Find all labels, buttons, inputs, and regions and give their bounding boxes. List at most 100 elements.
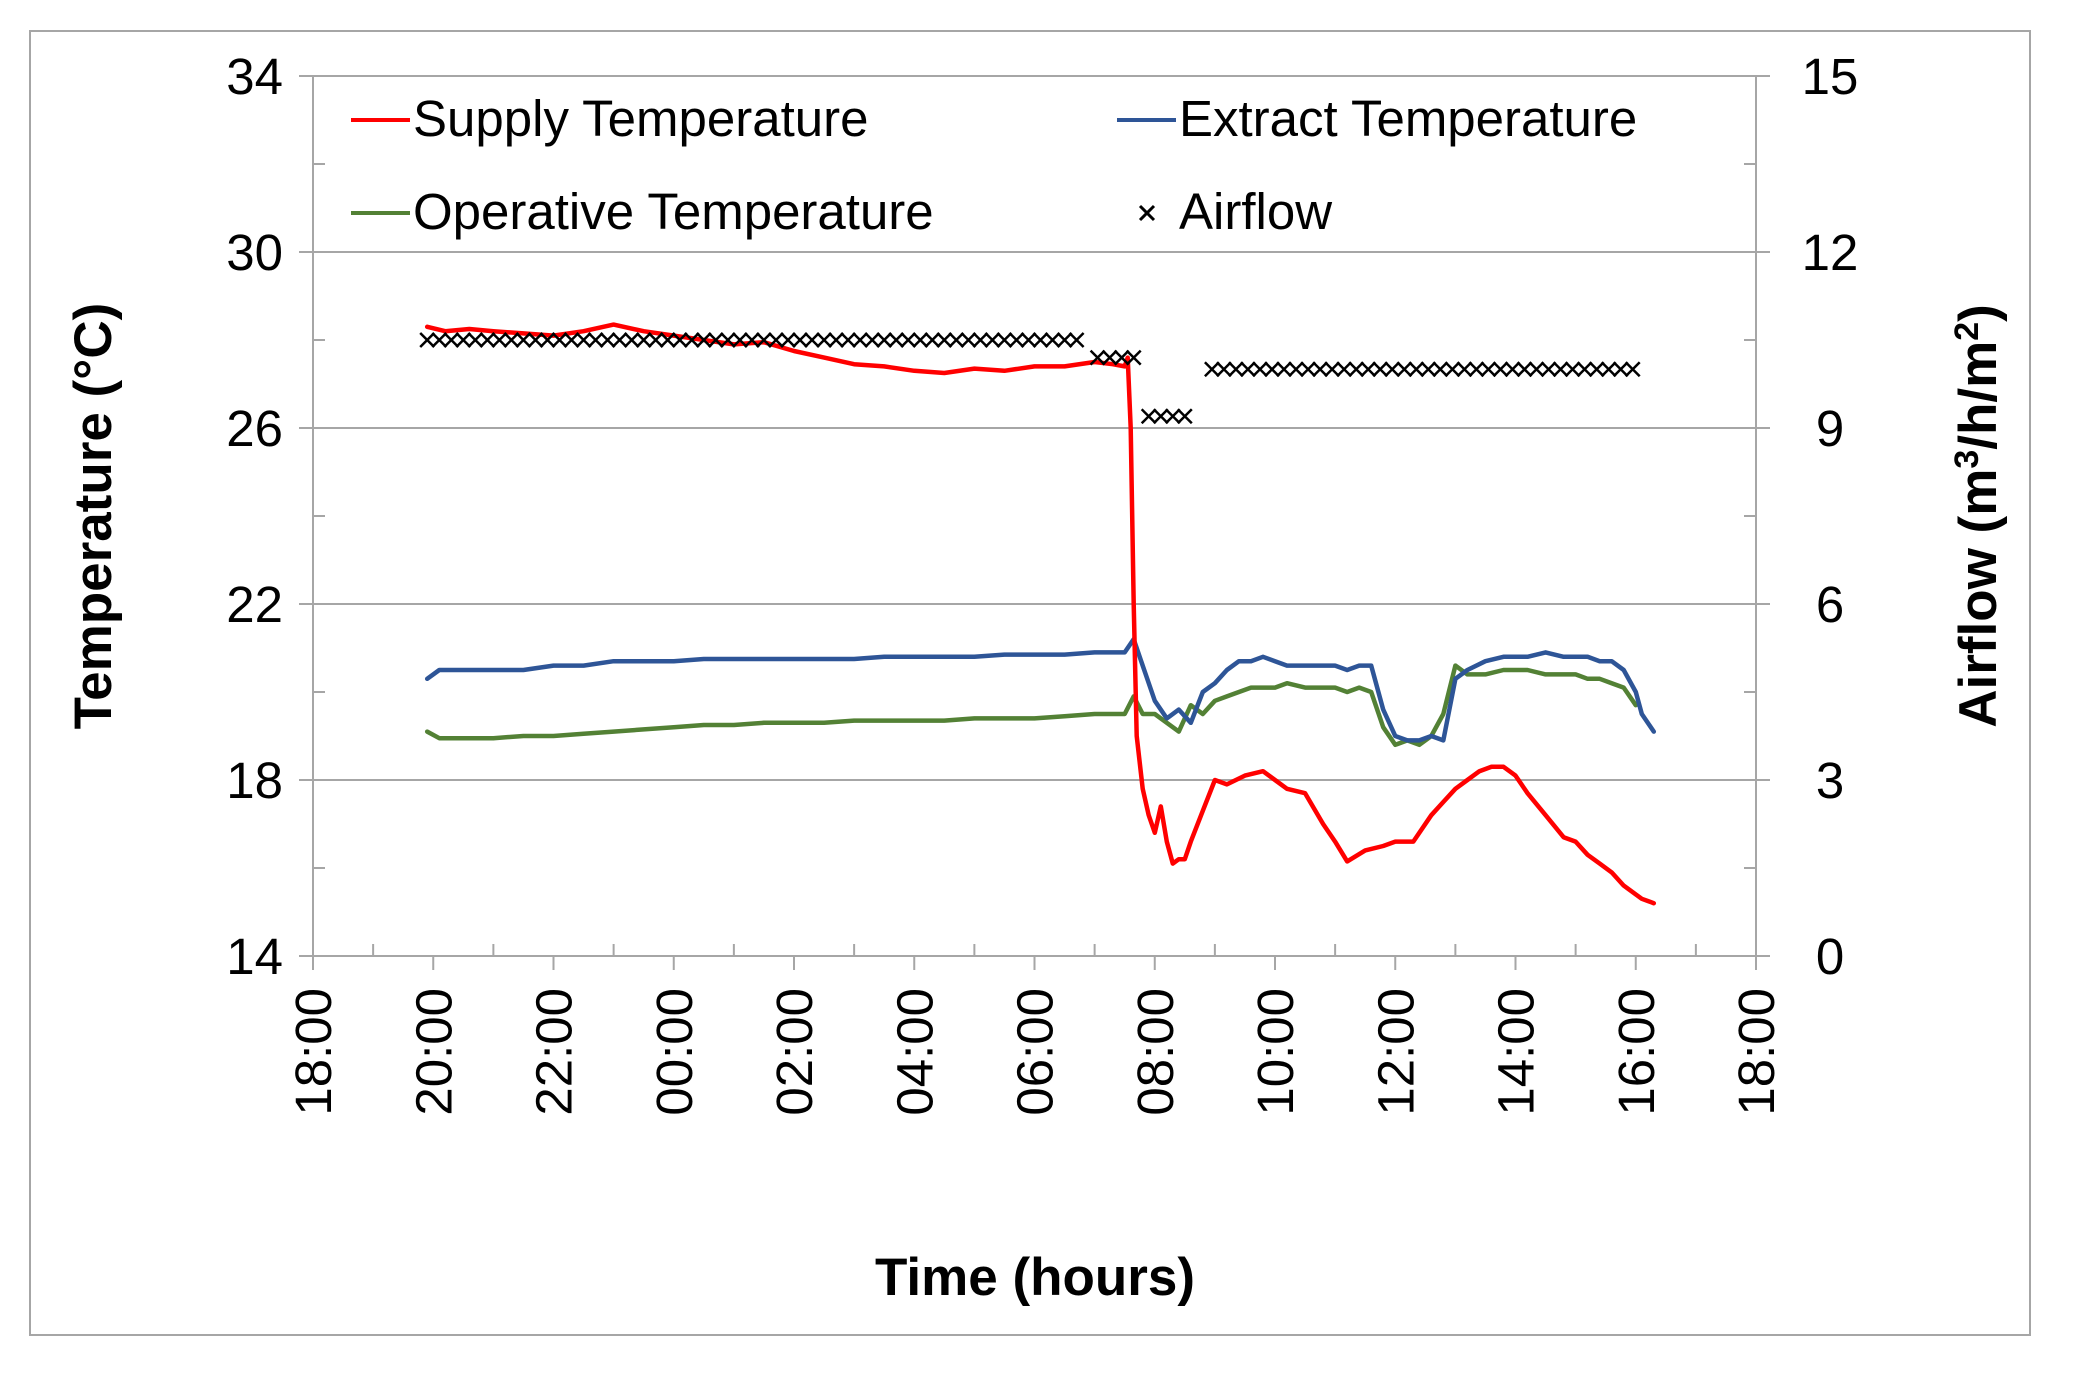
airflow-marker-stroke bbox=[539, 332, 556, 348]
airflow-marker-stroke bbox=[1564, 361, 1581, 378]
x-tick-label: 18:00 bbox=[285, 988, 342, 1116]
chart-frame bbox=[29, 30, 2031, 1336]
airflow-marker bbox=[1204, 361, 1220, 378]
airflow-marker-stroke bbox=[1324, 361, 1340, 378]
airflow-marker bbox=[431, 332, 448, 348]
airflow-marker-stroke bbox=[695, 332, 712, 348]
airflow-marker bbox=[780, 332, 796, 348]
airflow-marker bbox=[1020, 332, 1037, 348]
airflow-marker bbox=[647, 332, 664, 348]
airflow-marker bbox=[1140, 408, 1157, 425]
airflow-marker-stroke bbox=[780, 332, 796, 348]
airflow-marker bbox=[1504, 361, 1521, 378]
airflow-marker-stroke bbox=[587, 332, 604, 348]
legend: Supply Temperature Extract Temperature O… bbox=[351, 90, 1637, 240]
y-tick-label: 18 bbox=[226, 752, 283, 809]
airflow-marker bbox=[984, 332, 1001, 348]
airflow-marker-stroke bbox=[1068, 332, 1085, 348]
airflow-marker bbox=[707, 332, 724, 348]
airflow-marker bbox=[924, 332, 941, 348]
airflow-marker-stroke bbox=[828, 332, 844, 348]
x-tick-label: 12:00 bbox=[1367, 988, 1424, 1116]
airflow-marker bbox=[575, 332, 592, 348]
airflow-marker-stroke bbox=[1504, 361, 1521, 378]
airflow-marker bbox=[756, 332, 772, 348]
airflow-marker-stroke bbox=[1624, 361, 1641, 378]
airflow-marker bbox=[1408, 361, 1425, 378]
airflow-marker bbox=[683, 332, 700, 348]
airflow-marker bbox=[864, 332, 881, 348]
airflow-marker-stroke bbox=[623, 332, 640, 348]
airflow-marker-stroke bbox=[720, 332, 736, 348]
airflow-marker-stroke bbox=[924, 332, 941, 348]
airflow-marker-stroke bbox=[1408, 361, 1425, 378]
airflow-marker-stroke bbox=[960, 332, 977, 348]
airflow-marker bbox=[1576, 361, 1593, 378]
airflow-marker-stroke bbox=[563, 332, 580, 348]
airflow-marker-stroke bbox=[1176, 408, 1193, 425]
airflow-marker-stroke bbox=[1044, 332, 1061, 348]
airflow-marker-stroke bbox=[1276, 361, 1292, 378]
airflow-marker bbox=[1420, 361, 1437, 378]
airflow-marker-stroke bbox=[1384, 361, 1401, 378]
y-axis-title: Temperature (°C) bbox=[64, 303, 123, 730]
airflow-marker bbox=[1564, 361, 1581, 378]
airflow-marker bbox=[1312, 361, 1328, 378]
airflow-marker bbox=[1612, 361, 1629, 378]
airflow-marker-stroke bbox=[431, 332, 448, 348]
airflow-marker-stroke bbox=[1300, 361, 1316, 378]
airflow-marker bbox=[1152, 408, 1169, 425]
airflow-marker-stroke bbox=[1396, 361, 1413, 378]
airflow-marker-stroke bbox=[467, 332, 484, 348]
airflow-marker-stroke bbox=[1336, 361, 1352, 378]
airflow-marker-stroke bbox=[1020, 332, 1037, 348]
airflow-marker-stroke bbox=[1432, 361, 1449, 378]
x-tick-label: 22:00 bbox=[526, 988, 583, 1116]
airflow-marker bbox=[1624, 361, 1641, 378]
airflow-marker bbox=[1056, 332, 1073, 348]
airflow-marker bbox=[972, 332, 989, 348]
airflow-marker bbox=[1468, 361, 1485, 378]
airflow-marker-stroke bbox=[419, 332, 436, 348]
airflow-marker-stroke bbox=[491, 332, 508, 348]
x-axis: 18:00 20:00 22:00 00:00 02:00 04:00 06:00 08:00… bbox=[285, 956, 1785, 1116]
airflow-marker bbox=[539, 332, 556, 348]
airflow-marker bbox=[1552, 361, 1569, 378]
airflow-marker-stroke bbox=[936, 332, 953, 348]
airflow-marker bbox=[1276, 361, 1292, 378]
x-minor-ticks bbox=[372, 944, 1697, 956]
airflow-marker bbox=[611, 332, 628, 348]
airflow-marker bbox=[515, 332, 532, 348]
airflow-marker-stroke bbox=[1216, 361, 1232, 378]
airflow-marker-stroke bbox=[1420, 361, 1437, 378]
airflow-marker-stroke bbox=[816, 332, 832, 348]
x-tick-label: 06:00 bbox=[1007, 988, 1064, 1116]
airflow-marker bbox=[1125, 349, 1142, 366]
airflow-marker bbox=[635, 332, 652, 348]
airflow-marker-stroke bbox=[1101, 349, 1118, 366]
airflow-marker bbox=[1384, 361, 1401, 378]
airflow-marker-stroke bbox=[1140, 408, 1157, 425]
x-tick-label: 18:00 bbox=[1728, 988, 1785, 1116]
airflow-marker-stroke bbox=[1264, 361, 1280, 378]
airflow-marker-stroke bbox=[479, 332, 496, 348]
airflow-marker-stroke bbox=[1480, 361, 1497, 378]
airflow-marker-stroke bbox=[1089, 349, 1106, 366]
airflow-marker-stroke bbox=[1113, 349, 1130, 366]
x-tick-label: 02:00 bbox=[766, 988, 823, 1116]
airflow-marker bbox=[1176, 408, 1193, 425]
airflow-marker-stroke bbox=[683, 332, 700, 348]
airflow-marker bbox=[1240, 361, 1256, 378]
airflow-marker bbox=[852, 332, 868, 348]
airflow-marker-stroke bbox=[804, 332, 820, 348]
y-tick-label: 34 bbox=[226, 48, 283, 105]
airflow-marker bbox=[455, 332, 472, 348]
legend-label-supply: Supply Temperature bbox=[413, 90, 869, 147]
airflow-marker bbox=[419, 332, 436, 348]
airflow-marker-stroke bbox=[1125, 349, 1142, 366]
airflow-marker bbox=[1600, 361, 1617, 378]
airflow-marker-stroke bbox=[443, 332, 460, 348]
airflow-marker-stroke bbox=[503, 332, 520, 348]
airflow-marker bbox=[467, 332, 484, 348]
airflow-marker bbox=[1360, 361, 1377, 378]
